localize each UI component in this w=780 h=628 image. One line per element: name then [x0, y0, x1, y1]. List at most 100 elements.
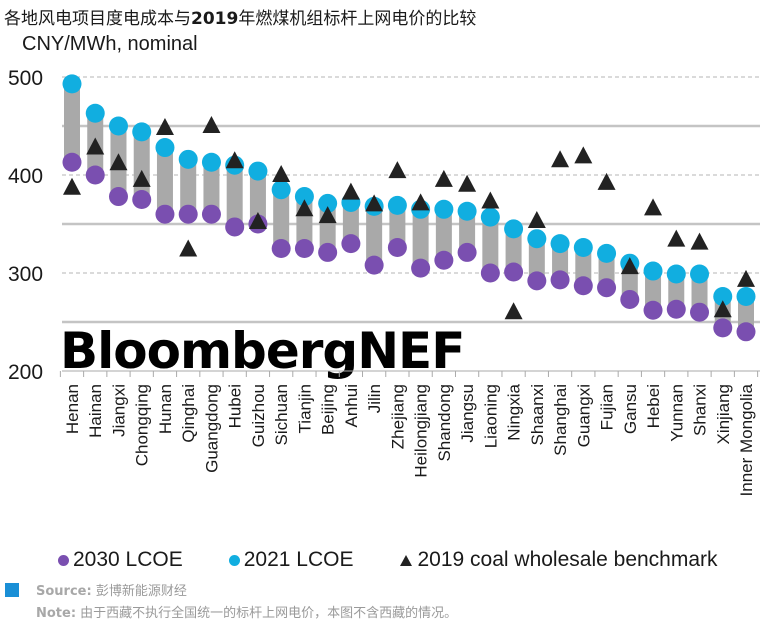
legend-label-2021: 2021 LCOE: [243, 548, 354, 571]
point-2021-lcoe: [387, 195, 407, 215]
range-bar: [645, 271, 662, 311]
point-coal-benchmark: [179, 239, 198, 257]
point-2021-lcoe: [62, 74, 82, 94]
point-2021-lcoe: [294, 187, 314, 207]
point-2021-lcoe: [666, 264, 686, 284]
point-2030-lcoe: [411, 258, 431, 278]
range-bar: [226, 165, 243, 227]
note-label: Note:: [36, 606, 77, 621]
purple-circle-icon: [58, 554, 69, 566]
y-tick-label-400: 400: [8, 165, 43, 188]
point-2021-lcoe: [178, 149, 198, 169]
point-coal-benchmark: [527, 211, 546, 229]
point-2030-lcoe: [736, 322, 756, 342]
gridlines: [62, 76, 760, 324]
point-coal-benchmark: [597, 172, 616, 190]
x-tick-label: Jilin: [365, 384, 384, 413]
x-tick-label: Beijing: [319, 384, 338, 435]
x-tick-label: Guangdong: [202, 384, 221, 473]
point-2021-lcoe: [550, 234, 570, 254]
data-markers: [62, 74, 756, 342]
point-2021-lcoe: [643, 261, 663, 281]
point-2030-lcoe: [690, 302, 710, 322]
range-bar: [203, 162, 220, 215]
x-tick-label: Gansu: [621, 384, 640, 434]
x-tick-label: Hebei: [644, 384, 663, 428]
range-bar: [156, 147, 173, 215]
point-2030-lcoe: [504, 262, 524, 282]
legend-item-coal-benchmark: 2019 coal wholesale benchmark: [399, 548, 718, 572]
x-tick-label: Heilongjiang: [412, 384, 431, 478]
point-coal-benchmark: [272, 165, 291, 182]
point-coal-benchmark: [737, 269, 755, 287]
point-2021-lcoe: [480, 207, 500, 227]
point-2030-lcoe: [573, 276, 593, 296]
x-tick-label: Liaoning: [481, 384, 500, 448]
point-coal-benchmark: [109, 153, 128, 171]
source-label: Source:: [36, 584, 92, 599]
point-2030-lcoe: [318, 242, 338, 262]
point-2021-lcoe: [318, 193, 338, 213]
point-2021-lcoe: [132, 122, 152, 142]
point-2030-lcoe: [294, 239, 314, 258]
x-tick-label: Guizhou: [249, 384, 268, 447]
range-bar: [738, 296, 754, 332]
point-2030-lcoe: [178, 204, 198, 224]
point-coal-benchmark: [481, 191, 500, 209]
point-2030-lcoe: [132, 190, 152, 209]
x-tick-label: Yunnan: [667, 384, 686, 442]
point-2021-lcoe: [457, 201, 477, 221]
point-coal-benchmark: [86, 137, 105, 155]
range-bar: [273, 189, 290, 249]
point-coal-benchmark: [574, 146, 593, 164]
x-tick-label: Tianjin: [295, 384, 314, 433]
point-2021-lcoe: [434, 199, 454, 219]
x-tick-label: Shaanxi: [528, 384, 547, 445]
range-bar: [691, 273, 708, 313]
point-coal-benchmark: [388, 161, 407, 179]
range-bar: [64, 83, 80, 163]
range-bar: [552, 243, 569, 280]
point-2030-lcoe: [364, 255, 384, 275]
point-2030-lcoe: [434, 250, 454, 270]
legend-item-2021-lcoe: 2021 LCOE: [228, 548, 354, 572]
point-2030-lcoe: [666, 299, 686, 319]
x-tick-label: Hunan: [156, 384, 175, 434]
y-tick-label-200: 200: [8, 361, 43, 384]
point-2030-lcoe: [155, 204, 175, 224]
point-2021-lcoe: [690, 264, 710, 284]
point-coal-benchmark: [155, 117, 174, 135]
range-bar: [342, 202, 359, 244]
note-text: 由于西藏不执行全国统一的标杆上网电价，本图不含西藏的情况。: [76, 606, 458, 621]
point-coal-benchmark: [248, 212, 267, 230]
point-2030-lcoe: [643, 300, 663, 320]
point-2030-lcoe: [62, 152, 82, 172]
point-2021-lcoe: [248, 161, 268, 181]
x-tick-label: Xinjiang: [714, 384, 733, 445]
range-bar: [528, 238, 545, 281]
point-2021-lcoe: [713, 287, 733, 307]
range-bar: [482, 217, 499, 273]
title-suffix: 年燃煤机组标杆上网电价的比较: [238, 9, 477, 29]
point-2030-lcoe: [271, 239, 291, 258]
range-bar: [249, 171, 266, 224]
x-tick-label: Inner Mongolia: [737, 383, 756, 496]
range-bar: [366, 206, 383, 266]
range-bar: [668, 273, 685, 310]
legend-label-coal: 2019 coal wholesale benchmark: [417, 548, 718, 571]
range-bar: [575, 247, 592, 286]
triangle-icon: [399, 554, 412, 566]
x-tick-label: Henan: [63, 384, 82, 434]
point-2030-lcoe: [527, 271, 547, 291]
point-2021-lcoe: [201, 152, 221, 172]
point-2030-lcoe: [480, 263, 500, 283]
point-2021-lcoe: [573, 238, 593, 258]
x-tick-label: Fujian: [598, 384, 617, 430]
point-coal-benchmark: [341, 182, 360, 200]
point-coal-benchmark: [202, 116, 221, 133]
point-coal-benchmark: [318, 206, 337, 224]
point-coal-benchmark: [644, 198, 663, 216]
x-tick-label: Ningxia: [505, 383, 524, 440]
point-2030-lcoe: [597, 278, 617, 298]
